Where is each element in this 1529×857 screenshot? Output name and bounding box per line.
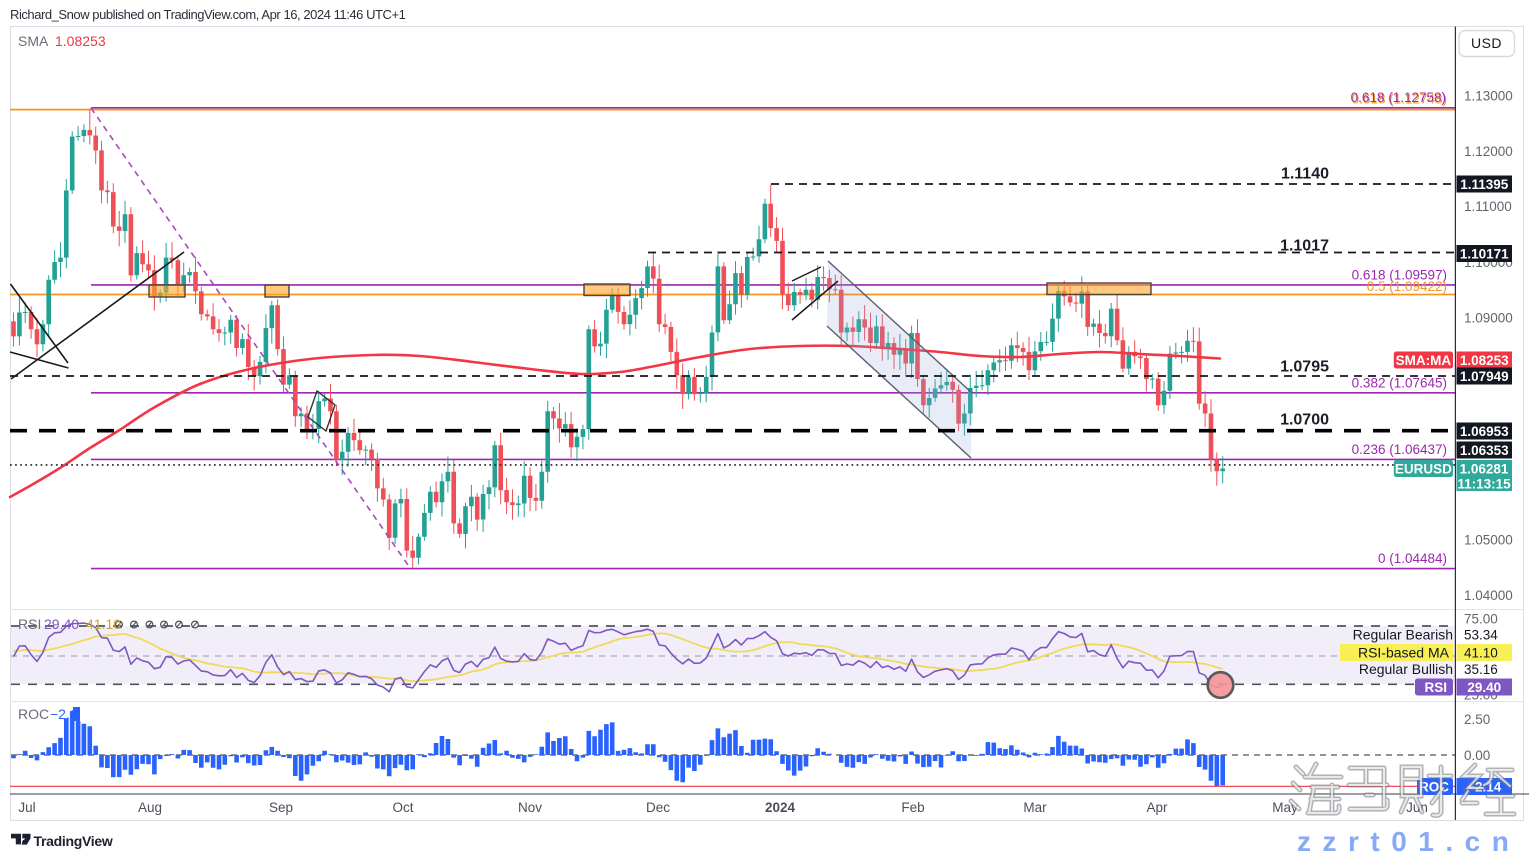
svg-text:53.34: 53.34 <box>1464 628 1498 643</box>
svg-text:1.13000: 1.13000 <box>1464 89 1513 104</box>
svg-text:Regular Bearish: Regular Bearish <box>1353 627 1453 643</box>
svg-text:Aug: Aug <box>138 800 162 815</box>
svg-text:1.12000: 1.12000 <box>1464 144 1513 159</box>
svg-text:1.05000: 1.05000 <box>1464 533 1513 548</box>
svg-text:75.00: 75.00 <box>1464 612 1498 627</box>
svg-text:Mar: Mar <box>1023 800 1047 815</box>
svg-text:Nov: Nov <box>518 800 542 815</box>
svg-text:−2.1: −2.1 <box>50 706 78 722</box>
svg-text:29.40: 29.40 <box>44 616 79 632</box>
svg-text:ROC: ROC <box>18 706 49 722</box>
svg-text:0.00: 0.00 <box>1464 748 1490 763</box>
svg-text:USD: USD <box>1471 35 1502 51</box>
svg-text:1.09000: 1.09000 <box>1464 311 1513 326</box>
svg-text:11:13:15: 11:13:15 <box>1457 477 1511 492</box>
svg-text:Richard_Snow published on Trad: Richard_Snow published on TradingView.co… <box>10 7 406 22</box>
svg-text:1.08253: 1.08253 <box>55 33 106 49</box>
svg-text:1.06953: 1.06953 <box>1460 424 1509 439</box>
svg-text:zzrt01.cn: zzrt01.cn <box>1297 826 1520 857</box>
svg-text:0.618 (1.12748): 0.618 (1.12748) <box>1352 91 1447 106</box>
svg-text:1.11000: 1.11000 <box>1464 199 1512 214</box>
svg-text:RSI: RSI <box>1424 680 1447 695</box>
svg-text:1.1140: 1.1140 <box>1281 166 1329 183</box>
svg-text:Oct: Oct <box>392 800 413 815</box>
svg-text:TradingView: TradingView <box>34 833 113 849</box>
svg-text:EURUSD: EURUSD <box>1395 461 1452 476</box>
svg-text:35.16: 35.16 <box>1464 662 1498 677</box>
svg-text:29.40: 29.40 <box>1467 680 1501 695</box>
svg-text:1.11395: 1.11395 <box>1460 177 1509 192</box>
svg-text:SMA: SMA <box>18 33 49 49</box>
svg-text:1.08253: 1.08253 <box>1460 353 1509 368</box>
svg-text:0.618 (1.09597): 0.618 (1.09597) <box>1352 267 1447 282</box>
svg-text:41.10: 41.10 <box>86 616 121 632</box>
svg-text:Jul: Jul <box>18 800 35 815</box>
svg-text:1.0795: 1.0795 <box>1280 359 1329 376</box>
svg-text:0.236 (1.06437): 0.236 (1.06437) <box>1352 442 1447 457</box>
svg-text:1.04000: 1.04000 <box>1464 588 1513 603</box>
svg-text:0.5 (1.09422): 0.5 (1.09422) <box>1367 279 1447 294</box>
svg-text:Dec: Dec <box>646 800 670 815</box>
svg-text:RSI-based MA: RSI-based MA <box>1358 645 1450 661</box>
svg-text:SMA:MA: SMA:MA <box>1396 353 1452 368</box>
svg-text:0.382 (1.07645): 0.382 (1.07645) <box>1352 375 1447 390</box>
svg-text:RSI: RSI <box>18 616 41 632</box>
svg-text:Regular Bullish: Regular Bullish <box>1359 661 1453 677</box>
svg-text:0.618 (1.12758): 0.618 (1.12758) <box>1351 90 1446 105</box>
svg-text:1.06281: 1.06281 <box>1460 462 1509 477</box>
svg-text:1.06353: 1.06353 <box>1460 443 1509 458</box>
svg-text:2024: 2024 <box>765 800 796 815</box>
svg-text:0 (1.04484): 0 (1.04484) <box>1378 551 1447 566</box>
svg-text:Sep: Sep <box>269 800 293 815</box>
svg-text:1.1017: 1.1017 <box>1280 238 1329 255</box>
svg-text:2.50: 2.50 <box>1464 712 1490 727</box>
svg-text:1.0700: 1.0700 <box>1280 412 1329 429</box>
svg-text:Apr: Apr <box>1146 800 1168 815</box>
svg-text:1.10171: 1.10171 <box>1460 247 1509 262</box>
svg-text:Feb: Feb <box>901 800 924 815</box>
svg-text:1.07949: 1.07949 <box>1460 369 1509 384</box>
svg-text:41.10: 41.10 <box>1464 646 1498 661</box>
